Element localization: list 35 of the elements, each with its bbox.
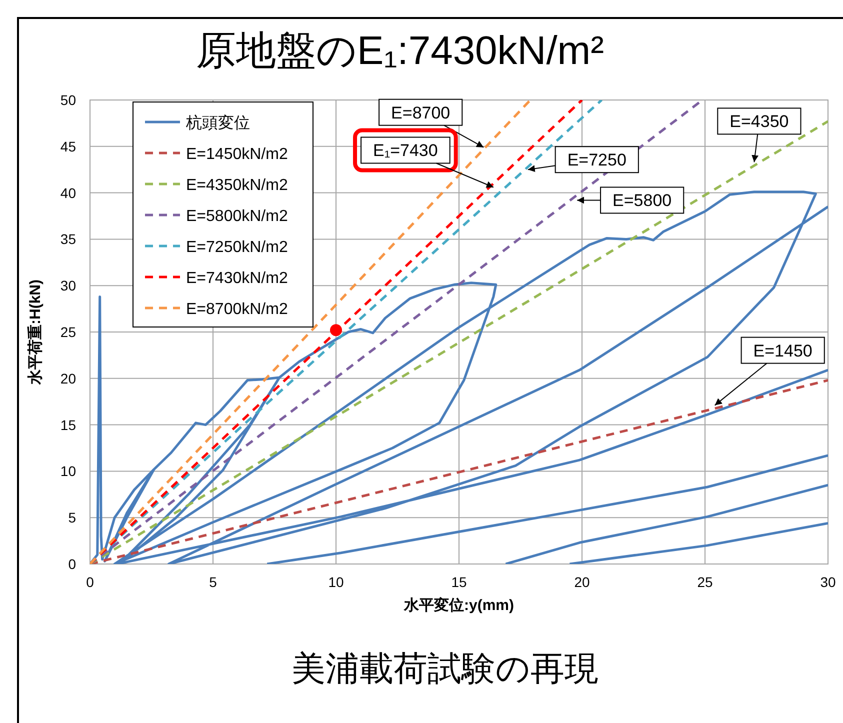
annotation: E=4350 (730, 112, 789, 132)
annotation: E=5800 (612, 191, 672, 210)
x-tick-label: 15 (451, 574, 467, 590)
y-tick-label: 45 (60, 138, 76, 154)
y-tick-label: 0 (68, 556, 76, 572)
y-tick-label: 5 (68, 510, 76, 526)
chart-title: 原地盤のE₁:7430kN/m² (196, 29, 604, 73)
x-tick-label: 25 (697, 574, 713, 590)
legend-label: E=1450kN/m2 (186, 146, 288, 163)
x-tick-label: 30 (820, 574, 836, 590)
y-tick-label: 40 (60, 184, 76, 201)
legend-label: E=4350kN/m2 (186, 177, 288, 194)
legend-label: E=8700kN/m2 (186, 301, 288, 318)
x-tick-label: 10 (328, 574, 344, 590)
x-tick-label: 5 (209, 574, 218, 590)
legend-label: E=7430kN/m2 (186, 270, 288, 287)
y-tick-label: 35 (60, 231, 76, 248)
y-tick-label: 10 (60, 463, 76, 480)
y-tick-label: 15 (60, 416, 76, 433)
text: 美浦載荷試験の再現 (292, 650, 598, 688)
annotation: E=7250 (567, 150, 626, 170)
y-tick-label: 25 (60, 324, 76, 340)
x-tick-label: 20 (574, 574, 590, 590)
y-tick-label: 50 (60, 92, 76, 108)
annotation: E₁=7430 (373, 141, 438, 160)
legend-label: E=5800kN/m2 (186, 208, 288, 225)
y-tick-label: 20 (60, 370, 76, 386)
x-tick-label: 0 (86, 574, 94, 590)
x-axis-title: 水平変位:y(mm) (402, 596, 514, 614)
annotation: E=1450 (753, 341, 812, 360)
y-axis-title: 水平荷重:H(kN) (27, 280, 44, 386)
y-tick-label: 30 (60, 278, 76, 294)
annotation: E=8700 (391, 103, 450, 122)
legend-label: 杭頭変位 (185, 114, 250, 132)
legend-label: E=7250kN/m2 (186, 239, 288, 256)
